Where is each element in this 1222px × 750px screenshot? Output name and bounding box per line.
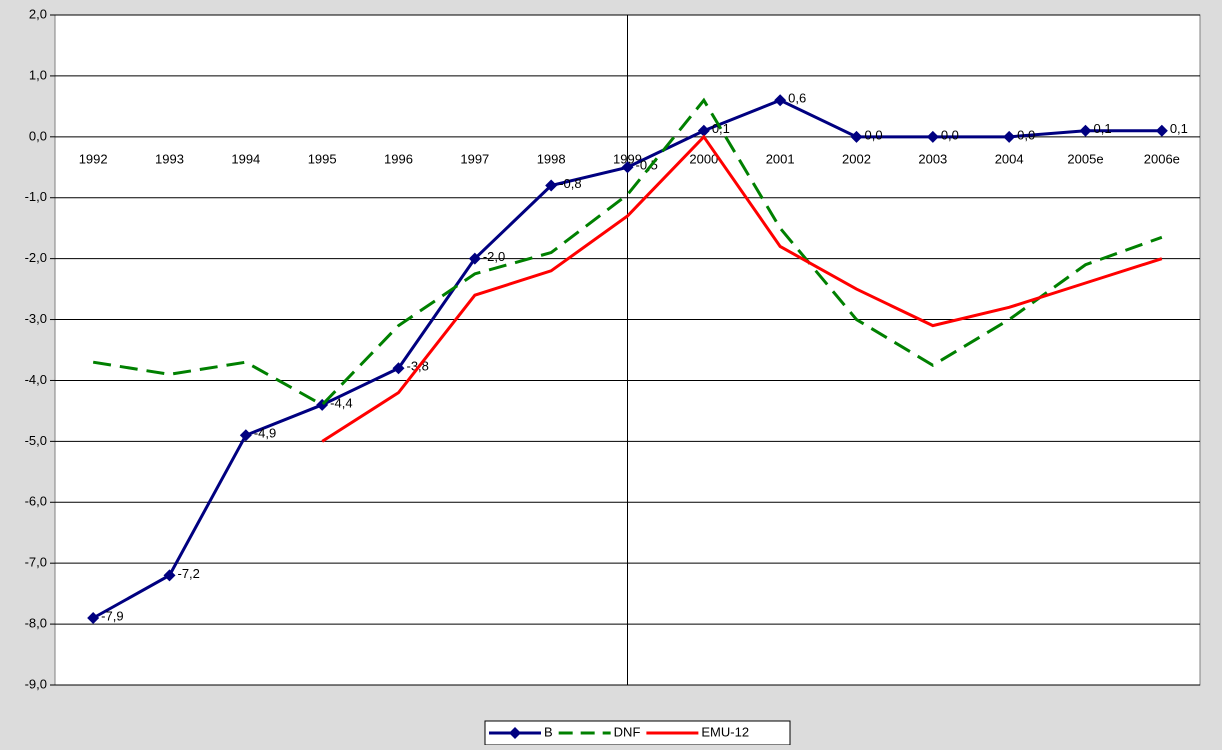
- y-tick-label: 0,0: [29, 128, 47, 143]
- data-label: -4,9: [254, 426, 276, 441]
- y-tick-label: -1,0: [25, 189, 47, 204]
- y-tick-label: -6,0: [25, 494, 47, 509]
- x-tick-label: 1995: [308, 151, 337, 166]
- marker: [1155, 124, 1168, 137]
- y-tick-label: 2,0: [29, 6, 47, 21]
- y-tick-label: -4,0: [25, 372, 47, 387]
- data-label: -4,4: [330, 395, 352, 410]
- data-label: 0,0: [941, 127, 959, 142]
- legend: B DNF EMU-12: [484, 720, 791, 746]
- x-tick-label: 2006e: [1144, 151, 1180, 166]
- y-tick-label: -5,0: [25, 433, 47, 448]
- marker: [468, 252, 481, 265]
- data-label: -7,2: [178, 566, 200, 581]
- marker: [697, 124, 710, 137]
- series-line: [321, 134, 1163, 443]
- y-tick-label: -3,0: [25, 311, 47, 326]
- x-tick-label: 1997: [460, 151, 489, 166]
- data-label: -2,0: [483, 249, 505, 264]
- marker: [87, 612, 100, 624]
- y-tick-label: -7,0: [25, 555, 47, 570]
- y-tick-label: 1,0: [29, 67, 47, 82]
- marker: [850, 130, 863, 143]
- marker: [545, 179, 558, 192]
- x-tick-label: 2004: [995, 151, 1024, 166]
- x-tick-label: 2005e: [1067, 151, 1103, 166]
- x-tick-label: 1998: [537, 151, 566, 166]
- data-label: -7,9: [101, 608, 123, 623]
- data-label: -0,5: [636, 158, 658, 173]
- marker: [392, 362, 405, 375]
- marker: [239, 429, 252, 442]
- marker: [621, 161, 634, 174]
- marker: [1079, 124, 1092, 137]
- legend-label: DNF: [614, 724, 641, 739]
- data-label: 0,6: [788, 91, 806, 106]
- data-label: 0,0: [865, 127, 883, 142]
- x-tick-label: 2000: [689, 151, 718, 166]
- y-tick-label: -2,0: [25, 250, 47, 265]
- marker: [774, 94, 787, 107]
- data-label: 0,1: [1170, 121, 1188, 136]
- x-tick-label: 1992: [79, 151, 108, 166]
- legend-label: B: [544, 724, 553, 739]
- x-tick-label: 2003: [918, 151, 947, 166]
- y-tick-label: -8,0: [25, 616, 47, 631]
- marker: [926, 130, 939, 143]
- legend-label: EMU-12: [701, 724, 749, 739]
- x-tick-label: 2002: [842, 151, 871, 166]
- marker: [1003, 130, 1016, 143]
- y-tick-label: -9,0: [25, 676, 47, 691]
- legend-marker: [509, 727, 521, 739]
- x-tick-label: 1994: [231, 151, 260, 166]
- x-tick-label: 2001: [766, 151, 795, 166]
- data-label: 0,0: [1017, 127, 1035, 142]
- x-tick-label: 1993: [155, 151, 184, 166]
- data-label: 0,1: [1094, 121, 1112, 136]
- marker: [163, 569, 176, 582]
- data-label: -0,8: [559, 176, 581, 191]
- x-tick-label: 1996: [384, 151, 413, 166]
